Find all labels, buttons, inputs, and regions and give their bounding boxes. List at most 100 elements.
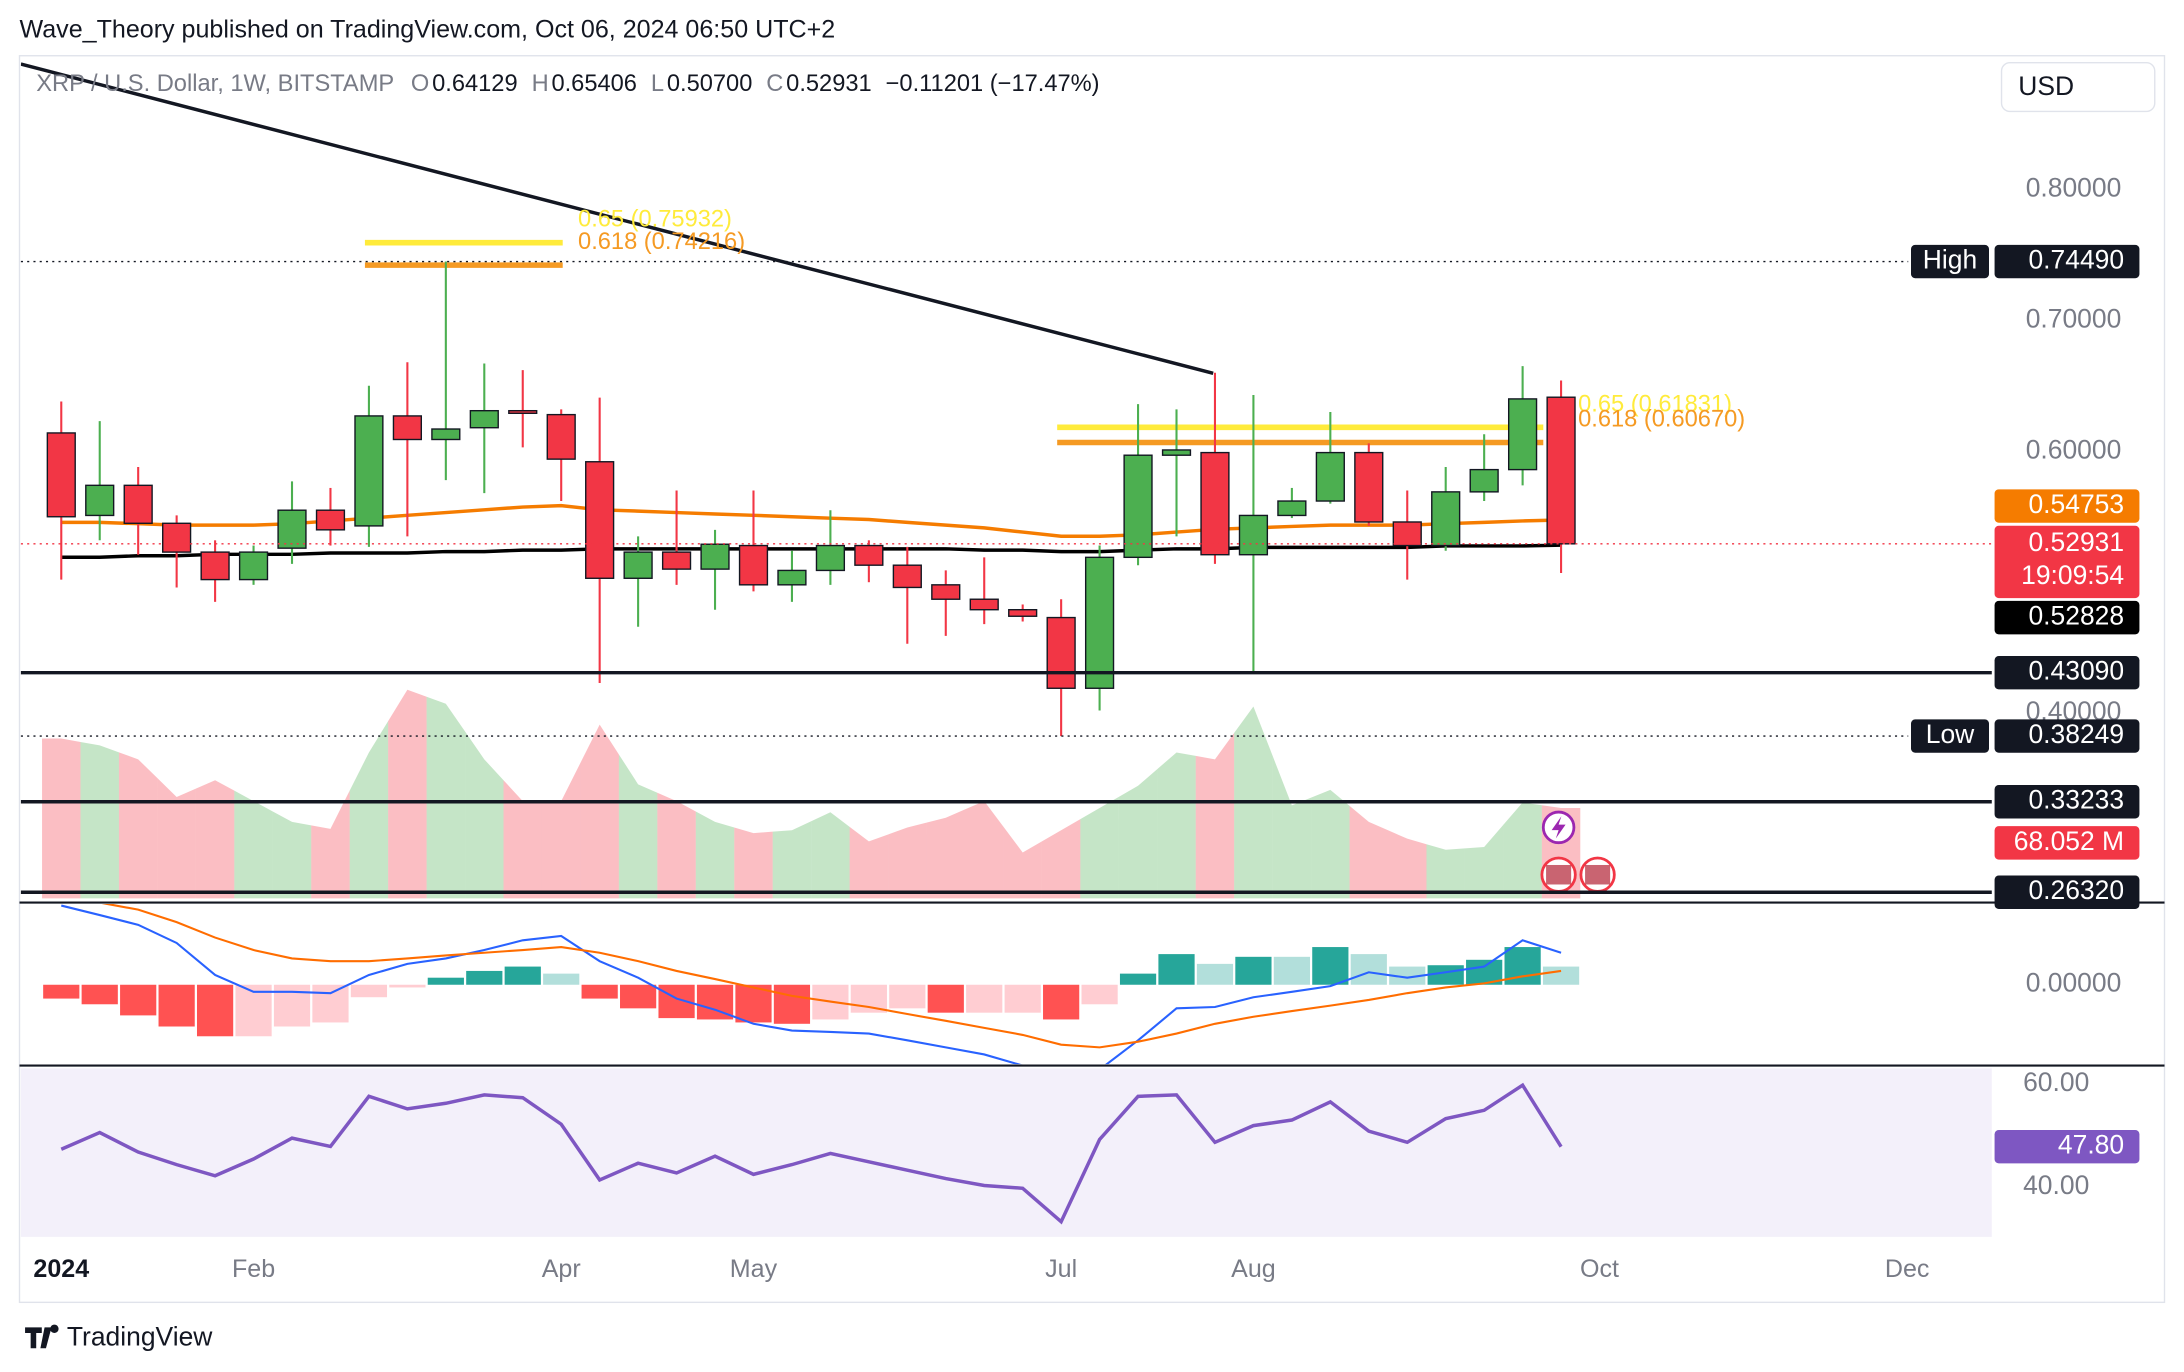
volume-area (541, 762, 581, 899)
ma-label: 0.54753 (2028, 489, 2124, 519)
macd-histogram-bar (1119, 973, 1157, 985)
low-label: 0.38249 (2028, 719, 2124, 749)
macd-histogram-bar (389, 984, 426, 988)
last-price-box (1994, 525, 2140, 599)
line-label: 0.43090 (2028, 656, 2124, 686)
candle-body (623, 551, 653, 579)
ohlc-key: O (411, 71, 429, 97)
volume-area (734, 827, 773, 899)
ohlc-value: 0.65406 (551, 71, 637, 97)
rsi-pane (60, 1082, 1563, 1225)
volume-area (1157, 752, 1196, 899)
signal-line (101, 903, 1562, 1049)
macd-histogram-bar (543, 973, 580, 985)
macd-histogram-bar (1235, 956, 1272, 985)
volume-area (118, 752, 158, 899)
macd-histogram-bar (1196, 963, 1234, 985)
ohlc-key: L (651, 71, 664, 97)
y-tick-label: 60.00 (2023, 1067, 2089, 1097)
candle-body (700, 543, 730, 570)
volume-label-box (1994, 826, 2140, 860)
macd-histogram-bar (1043, 984, 1080, 1020)
x-tick-label: 2024 (33, 1255, 89, 1283)
ohlc-key: C (766, 71, 783, 97)
macd-line (61, 904, 1562, 1065)
currency-button[interactable] (2000, 61, 2156, 113)
trendline (20, 62, 1214, 375)
moving-average (61, 503, 1562, 538)
candle-body (123, 484, 153, 524)
rsi-label-box (1994, 1129, 2140, 1164)
macd-histogram-bar (312, 984, 349, 1023)
candle-body (1008, 609, 1038, 617)
rsi-label: 47.80 (2058, 1130, 2124, 1160)
lightning (1551, 816, 1566, 839)
macd-histogram-bar (1350, 954, 1387, 985)
candle-body (1354, 451, 1384, 523)
logo: TradingView (25, 1322, 213, 1352)
x-tick-label: Oct (1580, 1255, 1619, 1283)
candle-body (508, 409, 538, 415)
volume-area (1426, 844, 1465, 899)
macd-histogram-bar (1542, 966, 1580, 985)
volume-pane (42, 689, 1581, 899)
x-tick-label: Feb (232, 1255, 275, 1283)
ma-label-box (1994, 489, 2140, 523)
line-label-box (1994, 785, 2140, 819)
ohlc-value: 0.64129 (432, 71, 518, 97)
symbol-legend: XRP / U.S. Dollar, 1W, BITSTAMP O 0.64129 H… (36, 71, 1099, 97)
volume-label: 68.052 M (2014, 826, 2124, 856)
macd-histogram-bar (196, 984, 234, 1037)
event-icons (1540, 810, 1616, 893)
macd-histogram-bar (158, 984, 195, 1027)
macd-histogram-bar (773, 984, 811, 1024)
candle-body (585, 461, 615, 579)
candle-body (892, 564, 922, 589)
logo-mark (25, 1324, 59, 1349)
candle-body (1084, 556, 1115, 689)
volume-area (157, 778, 196, 899)
volume-area (503, 780, 542, 899)
volume-area (888, 822, 927, 899)
candle-body (1392, 521, 1422, 547)
macd-histogram-bar (235, 984, 272, 1037)
volume-area (811, 812, 850, 899)
published-line: Wave_Theory published on TradingView.com… (19, 15, 835, 43)
line-label-box (1994, 655, 2140, 690)
macd-histogram-bar (1158, 954, 1195, 985)
ohlc-key: H (532, 71, 549, 97)
rsi-line (60, 1082, 1563, 1225)
volume-area (1388, 830, 1427, 899)
macd-histogram-bar (927, 984, 964, 1013)
volume-area (849, 826, 889, 899)
volume-area (388, 689, 427, 899)
high-label: 0.74490 (2028, 245, 2124, 275)
candle-body (854, 544, 884, 566)
volume-area (80, 741, 119, 899)
marker-name-box (1911, 244, 1989, 279)
candle-body (1277, 500, 1307, 517)
macd-histogram-bar (1312, 947, 1349, 985)
line-label: 0.33233 (2028, 785, 2124, 815)
fib-label: 0.618 (0.74216) (578, 229, 745, 255)
macd-histogram-bar (504, 966, 541, 985)
macd-histogram-bar (1389, 966, 1426, 985)
volume-area (695, 811, 735, 899)
y-tick-label: 40.00 (2023, 1170, 2089, 1200)
marker-name-box (1911, 719, 1989, 753)
candle-body (1507, 398, 1538, 471)
candle-body (238, 551, 269, 581)
candle-body (1123, 454, 1153, 559)
ma-label: 0.52828 (2028, 601, 2124, 631)
volume-area (426, 696, 466, 899)
macd-histogram-bar (466, 970, 503, 985)
y-tick-label: 0.60000 (2026, 434, 2122, 464)
volume-area (580, 724, 619, 899)
candle-body (1046, 616, 1076, 689)
macd-histogram-bar (43, 984, 80, 999)
ma-label-box (1994, 600, 2140, 635)
volume-area (657, 792, 696, 899)
x-tick-label: Apr (542, 1255, 581, 1283)
volume-area (1503, 802, 1542, 899)
candle-body (315, 509, 346, 531)
